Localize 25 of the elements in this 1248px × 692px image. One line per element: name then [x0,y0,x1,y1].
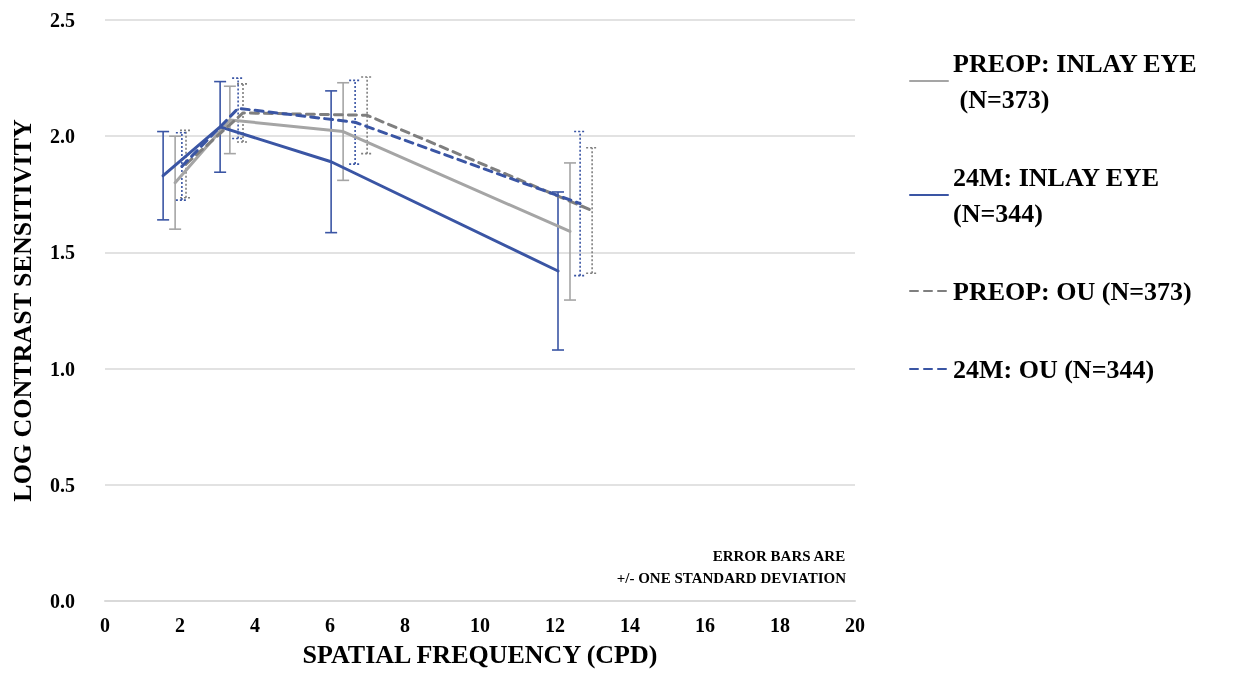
x-tick-label: 16 [695,614,715,636]
x-tick-label: 2 [175,614,185,636]
x-tick-label: 10 [470,614,490,636]
x-tick-label: 8 [400,614,410,636]
x-tick-label: 20 [845,614,865,636]
x-tick-label: 4 [250,614,260,636]
x-tick-label: 14 [620,614,640,636]
y-tick-label: 1.0 [50,357,75,380]
y-tick-label: 1.5 [50,241,75,264]
y-tick-label: 2.0 [50,125,75,148]
y-tick-label: 0.0 [50,590,75,612]
x-tick-label: 18 [770,614,790,636]
x-tick-label: 0 [100,614,110,636]
legend-label: 24M: OU (N=344) [953,354,1155,384]
y-tick-label: 2.5 [50,9,75,31]
x-tick-label: 6 [325,614,335,636]
annotation: ERROR BARS ARE [712,547,846,564]
x-tick-label: 12 [545,614,565,636]
legend-label: PREOP: OU (N=373) [953,276,1192,306]
annotation: +/- ONE STANDARD DEVIATION [616,569,847,586]
legend-label: PREOP: INLAY EYE (N=373) [953,48,1197,114]
x-axis-title: SPATIAL FREQUENCY (CPD) [302,639,658,669]
y-axis-title: LOG CONTRAST SENSITIVITY [7,119,37,502]
legend-label: 24M: INLAY EYE (N=344) [953,162,1166,228]
y-tick-label: 0.5 [50,473,75,496]
